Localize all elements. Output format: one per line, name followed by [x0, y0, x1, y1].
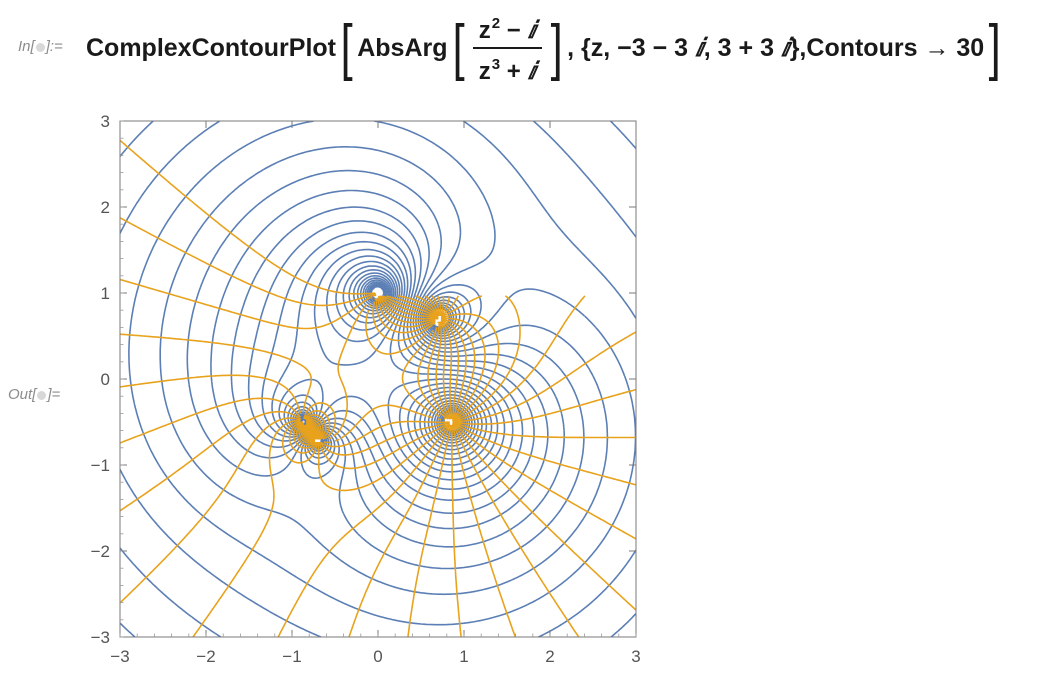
y-tick-label: 0 — [101, 370, 110, 389]
arg-contour-line — [120, 139, 452, 440]
denominator: z3 + ⅈ — [478, 56, 536, 85]
arg-contour-line — [298, 295, 517, 637]
arg-contour-line — [120, 304, 442, 444]
open-bracket-outer: [ — [340, 13, 353, 82]
arg-contour-line — [192, 295, 451, 637]
x-tick-label: 2 — [545, 647, 554, 666]
arg-contour-line — [299, 295, 580, 637]
arg-contour-line — [120, 298, 450, 512]
output-cell-label: Out[]= — [8, 386, 61, 403]
fraction: z2 − ⅈ z3 + ⅈ — [472, 8, 542, 88]
option-spec: Contours → 30 — [806, 33, 985, 62]
y-tick-label: 3 — [101, 112, 110, 131]
close-bracket-inner: ] — [550, 13, 563, 82]
arg-contour-line — [277, 295, 451, 637]
input-cell-label: In[]:= — [18, 38, 63, 55]
abs-contour-line — [120, 121, 636, 637]
contour-lines — [120, 121, 636, 637]
y-tick-label: 2 — [101, 198, 110, 217]
abs-contour-line — [120, 121, 636, 637]
arg-contour-line — [303, 295, 636, 440]
numerator: z2 − ⅈ — [478, 15, 536, 44]
x-tick-label: 1 — [459, 647, 468, 666]
arg-contour-line — [120, 278, 449, 440]
abs-contour-line — [261, 231, 524, 501]
open-bracket-inner: [ — [452, 13, 465, 82]
abs-contour-line — [128, 121, 636, 626]
y-tick-label: 1 — [101, 284, 110, 303]
x-tick-label: 0 — [373, 647, 382, 666]
input-expression[interactable]: ComplexContourPlot [ AbsArg [ z2 − ⅈ z3 … — [86, 2, 1005, 94]
abs-contour-line — [120, 121, 636, 637]
abs-contour-line — [159, 146, 609, 596]
x-tick-label: 3 — [631, 647, 640, 666]
plot-frame — [119, 120, 637, 638]
fraction-bar — [472, 47, 542, 49]
arg-contour-line — [120, 297, 450, 604]
x-tick-label: −2 — [196, 647, 215, 666]
x-tick-label: −1 — [282, 647, 301, 666]
arg-contour-line — [120, 298, 450, 448]
y-tick-label: −1 — [91, 456, 110, 475]
y-tick-label: −2 — [91, 542, 110, 561]
arg-contour-line — [120, 294, 446, 440]
arg-contour-line — [293, 295, 453, 637]
abs-contour-line — [186, 169, 585, 570]
x-tick-label: −3 — [110, 647, 129, 666]
range-spec: , {z, −3 − 3 ⅈ, 3 + 3 ⅈ}, — [567, 34, 807, 62]
function-name: ComplexContourPlot — [86, 33, 336, 62]
axes: −3 −2 −1 0 1 2 3 3 2 1 0 −1 −2 −3 — [91, 112, 641, 666]
close-bracket-outer: ] — [988, 13, 1001, 82]
y-tick-label: −3 — [91, 628, 110, 647]
inner-function-name: AbsArg — [357, 33, 448, 62]
